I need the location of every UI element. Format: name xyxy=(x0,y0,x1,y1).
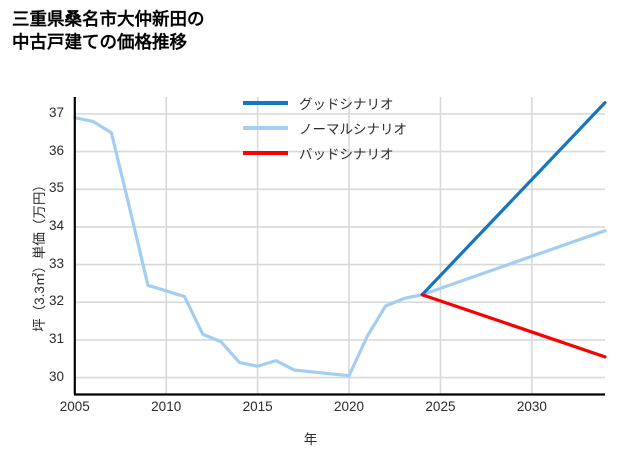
chart-title-line-1: 三重県桑名市大仲新田の xyxy=(12,9,205,29)
x-tick-label: 2025 xyxy=(425,399,456,414)
x-tick-label: 2010 xyxy=(151,399,182,414)
y-tick-label: 34 xyxy=(48,217,64,233)
y-tick-label: 35 xyxy=(48,180,64,196)
x-tick-label: 2030 xyxy=(516,399,547,414)
x-tick-label: 2015 xyxy=(242,399,273,414)
y-tick-label: 36 xyxy=(48,142,64,158)
y-tick-label: 31 xyxy=(48,330,64,346)
y-tick-label: 32 xyxy=(48,293,64,309)
series-lines xyxy=(73,101,607,378)
y-tick-label: 30 xyxy=(48,368,64,384)
series-line-グッドシナリオ xyxy=(420,101,607,297)
legend-swatch-good xyxy=(243,100,288,105)
x-tick-label: 2005 xyxy=(59,399,90,414)
legend-label-normal: ノーマルシナリオ xyxy=(299,121,407,137)
gridlines xyxy=(74,97,605,395)
y-tick-label: 37 xyxy=(48,104,64,120)
y-axis-label: 坪（3.3㎡）単価（万円） xyxy=(32,178,47,332)
y-tick-label: 33 xyxy=(48,255,64,271)
legend-item-normal[interactable]: ノーマルシナリオ xyxy=(243,115,493,140)
legend-swatch-normal xyxy=(243,125,288,130)
legend-label-good: グッドシナリオ xyxy=(299,96,394,112)
chart-title: 三重県桑名市大仲新田の 中古戸建ての価格推移 xyxy=(12,8,205,54)
series-line-ノーマルシナリオ xyxy=(73,116,607,378)
x-axis-label: 年 xyxy=(303,432,318,447)
legend-item-good[interactable]: グッドシナリオ xyxy=(243,90,493,115)
legend-swatch-bad xyxy=(243,150,288,155)
chart-title-line-2: 中古戸建ての価格推移 xyxy=(12,32,187,53)
x-tick-label: 2020 xyxy=(334,399,365,414)
series-line-バッドシナリオ xyxy=(420,293,607,359)
legend-item-bad[interactable]: バッドシナリオ xyxy=(243,140,493,165)
chart-legend: グッドシナリオ ノーマルシナリオ バッドシナリオ xyxy=(243,90,493,165)
legend-label-bad: バッドシナリオ xyxy=(299,146,394,162)
